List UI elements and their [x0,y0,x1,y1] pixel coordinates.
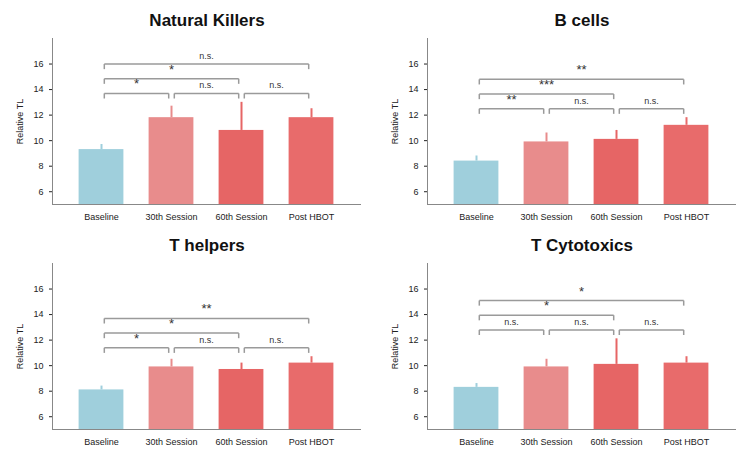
svg-text:12: 12 [408,335,418,345]
svg-text:**: ** [576,62,586,77]
html-text:T Cytotoxics: T Cytotoxics [531,236,633,255]
svg-text:n.s.: n.s. [644,96,659,106]
svg-text:*: * [579,284,584,299]
svg-text:60th Session: 60th Session [590,437,642,447]
svg-text:16: 16 [408,284,418,294]
svg-text:12: 12 [408,110,418,120]
svg-text:8: 8 [413,386,418,396]
svg-text:10: 10 [408,361,418,371]
svg-text:n.s.: n.s. [574,317,589,327]
svg-text:Baseline: Baseline [84,212,119,222]
svg-text:14: 14 [33,309,43,319]
svg-text:Baseline: Baseline [459,212,494,222]
svg-text:10: 10 [33,136,43,146]
svg-text:n.s.: n.s. [504,317,519,327]
svg-text:60th Session: 60th Session [590,212,642,222]
svg-text:60th Session: 60th Session [215,437,267,447]
svg-text:16: 16 [33,59,43,69]
svg-text:n.s.: n.s. [574,96,589,106]
svg-text:16: 16 [33,284,43,294]
svg-text:Post HBOT: Post HBOT [289,212,335,222]
svg-text:n.s.: n.s. [199,335,214,345]
svg-text:*: * [134,331,139,346]
svg-text:6: 6 [413,187,418,197]
svg-text:6: 6 [38,412,43,422]
svg-text:14: 14 [33,84,43,94]
svg-text:6: 6 [38,187,43,197]
svg-text:8: 8 [38,386,43,396]
html-text:B cells: B cells [554,11,610,30]
svg-text:Baseline: Baseline [459,437,494,447]
svg-text:Relative TL: Relative TL [15,324,25,369]
svg-text:Post HBOT: Post HBOT [664,437,710,447]
svg-text:**: ** [201,301,211,316]
svg-text:30th Session: 30th Session [145,437,197,447]
svg-text:10: 10 [408,136,418,146]
svg-text:12: 12 [33,110,43,120]
svg-text:Post HBOT: Post HBOT [664,212,710,222]
svg-text:n.s.: n.s. [269,335,284,345]
svg-text:8: 8 [413,161,418,171]
svg-text:60th Session: 60th Session [215,212,267,222]
svg-text:8: 8 [38,161,43,171]
svg-text:n.s.: n.s. [269,80,284,90]
svg-text:10: 10 [33,361,43,371]
svg-text:30th Session: 30th Session [520,212,572,222]
svg-text:n.s.: n.s. [199,80,214,90]
svg-text:Relative TL: Relative TL [15,99,25,144]
svg-text:30th Session: 30th Session [145,212,197,222]
svg-text:Relative TL: Relative TL [390,324,400,369]
svg-text:14: 14 [408,84,418,94]
svg-text:*: * [169,62,174,77]
svg-text:6: 6 [413,412,418,422]
svg-text:Post HBOT: Post HBOT [289,437,335,447]
svg-text:Relative TL: Relative TL [390,99,400,144]
html-text:T helpers: T helpers [169,236,245,255]
svg-text:*: * [544,298,549,313]
svg-text:12: 12 [33,335,43,345]
svg-text:*: * [134,76,139,91]
svg-text:**: ** [506,92,516,107]
svg-text:n.s.: n.s. [199,51,214,61]
html-text:Natural Killers: Natural Killers [149,11,265,30]
svg-text:n.s.: n.s. [644,317,659,327]
svg-text:*: * [169,316,174,331]
svg-text:16: 16 [408,59,418,69]
svg-text:30th Session: 30th Session [520,437,572,447]
svg-text:14: 14 [408,309,418,319]
svg-text:***: *** [539,77,554,92]
svg-text:Baseline: Baseline [84,437,119,447]
